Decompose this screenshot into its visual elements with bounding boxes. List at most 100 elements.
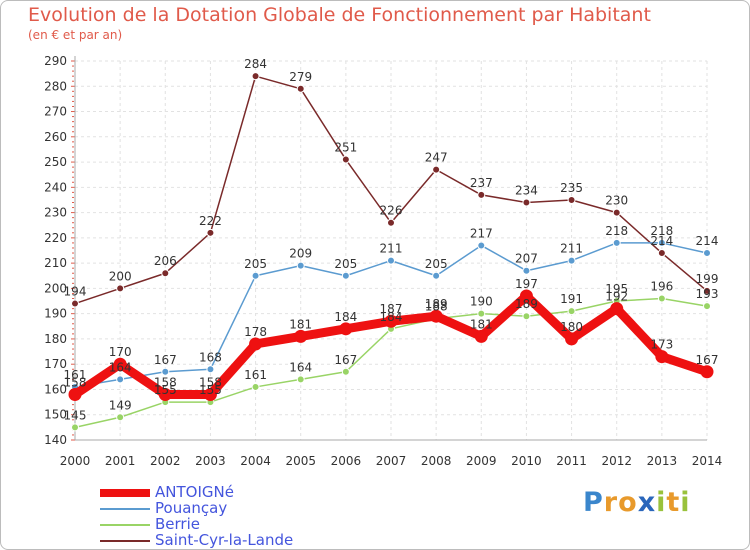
data-point-0-2000	[71, 299, 79, 308]
data-label-2-2002: 155	[154, 383, 177, 397]
data-label-2-2009: 190	[470, 295, 493, 309]
data-label-0-2000: 194	[64, 285, 87, 299]
y-tick-label-240: 240	[44, 180, 67, 194]
x-tick-label-2008: 2008	[421, 454, 452, 468]
logo-letter: i	[680, 487, 691, 518]
data-label-2-2011: 191	[560, 292, 583, 306]
data-label-0-2002: 206	[154, 254, 177, 268]
data-label-3-2006: 184	[334, 310, 357, 324]
data-label-0-2007: 226	[380, 204, 403, 218]
data-label-2-2006: 167	[334, 353, 357, 367]
data-label-2-2014: 193	[696, 287, 719, 301]
data-label-1-2009: 217	[470, 226, 493, 240]
data-label-0-2006: 251	[334, 141, 357, 155]
data-point-2-2004	[251, 382, 260, 391]
data-label-1-2005: 209	[289, 247, 312, 261]
logo-letter: P	[583, 487, 604, 518]
data-point-3-2011	[565, 332, 579, 346]
data-label-2-2007: 184	[380, 310, 403, 324]
data-label-0-2001: 200	[109, 269, 132, 283]
data-label-0-2014: 199	[696, 272, 719, 286]
data-point-0-2009	[477, 190, 486, 199]
data-point-3-2002	[158, 388, 172, 402]
data-point-2-2014	[703, 302, 711, 311]
y-tick-label-160: 160	[44, 382, 67, 396]
data-label-1-2010: 207	[515, 252, 538, 266]
data-point-1-2002	[161, 367, 170, 376]
data-point-0-2007	[387, 218, 395, 227]
data-point-2-2009	[477, 309, 486, 318]
y-tick-label-180: 180	[44, 332, 67, 346]
data-point-3-2004	[249, 337, 263, 351]
data-point-1-2013	[657, 238, 666, 247]
y-tick-label-140: 140	[44, 433, 67, 447]
data-point-0-2012	[612, 208, 621, 217]
data-point-1-2004	[251, 271, 260, 280]
data-point-0-2010	[522, 198, 531, 207]
x-tick-label-2010: 2010	[511, 454, 542, 468]
x-tick-label-2006: 2006	[331, 454, 362, 468]
data-point-3-2009	[474, 329, 488, 343]
legend-label-antoigne: ANTOIGNé	[155, 483, 234, 501]
data-point-0-2008	[432, 165, 441, 174]
series-lines	[68, 72, 714, 432]
data-label-3-2002: 158	[154, 376, 177, 390]
data-label-0-2009: 237	[470, 176, 493, 190]
x-tick-label-2013: 2013	[647, 454, 678, 468]
data-label-2-2010: 189	[515, 297, 538, 311]
data-point-0-2001	[116, 284, 125, 293]
y-tick-label-260: 260	[44, 130, 67, 144]
data-point-1-2007	[387, 256, 395, 265]
data-label-1-2000: 161	[64, 368, 87, 382]
data-label-0-2010: 234	[515, 183, 538, 197]
data-label-3-2012: 192	[605, 290, 628, 304]
data-label-3-2010: 197	[515, 277, 538, 291]
data-label-1-2004: 205	[244, 257, 267, 271]
data-label-3-2011: 180	[560, 320, 583, 334]
x-tick-label-2014: 2014	[692, 454, 723, 468]
y-tick-label-170: 170	[44, 357, 67, 371]
y-tick-label-150: 150	[44, 408, 67, 422]
data-label-1-2008: 205	[425, 257, 448, 271]
legend-swatch-berrie	[100, 524, 150, 526]
data-label-1-2011: 211	[560, 242, 583, 256]
data-point-3-2010	[519, 289, 533, 303]
y-tick-label-280: 280	[44, 79, 67, 93]
data-label-3-2007: 187	[380, 302, 403, 316]
chart-subtitle: (en € et par an)	[28, 28, 123, 42]
data-label-1-2002: 167	[154, 353, 177, 367]
x-tick-label-2005: 2005	[285, 454, 316, 468]
x-tick-label-2000: 2000	[60, 454, 91, 468]
data-label-2-2012: 195	[605, 282, 628, 296]
data-point-1-2009	[477, 241, 486, 250]
data-point-3-2012	[610, 302, 624, 316]
legend-swatch-pouancay	[100, 508, 150, 510]
data-label-3-2008: 189	[425, 297, 448, 311]
data-label-2-2005: 164	[289, 360, 312, 374]
data-point-2-2000	[71, 423, 79, 432]
data-label-0-2005: 279	[289, 70, 312, 84]
legend-swatch-saint-cyr	[100, 540, 150, 542]
data-label-3-2014: 167	[696, 353, 719, 367]
data-label-1-2014: 214	[696, 234, 719, 248]
data-point-0-2004	[251, 72, 260, 81]
x-tick-label-2009: 2009	[466, 454, 497, 468]
logo-letter: r	[603, 487, 619, 518]
y-tick-label-200: 200	[44, 281, 67, 295]
legend-label-berrie: Berrie	[155, 515, 200, 533]
x-tick-label-2004: 2004	[240, 454, 271, 468]
data-point-3-2007	[384, 314, 398, 328]
y-tick-label-210: 210	[44, 256, 67, 270]
logo-letter: t	[666, 487, 681, 518]
data-point-1-2012	[612, 238, 621, 247]
data-label-2-2003: 155	[199, 383, 222, 397]
data-label-2-2001: 149	[109, 398, 132, 412]
x-tick-label-2012: 2012	[601, 454, 632, 468]
data-point-3-2008	[429, 309, 443, 323]
data-point-3-2003	[203, 388, 217, 402]
data-point-2-2011	[567, 307, 576, 316]
data-label-3-2000: 158	[64, 376, 87, 390]
logo-letter: x	[637, 487, 657, 518]
